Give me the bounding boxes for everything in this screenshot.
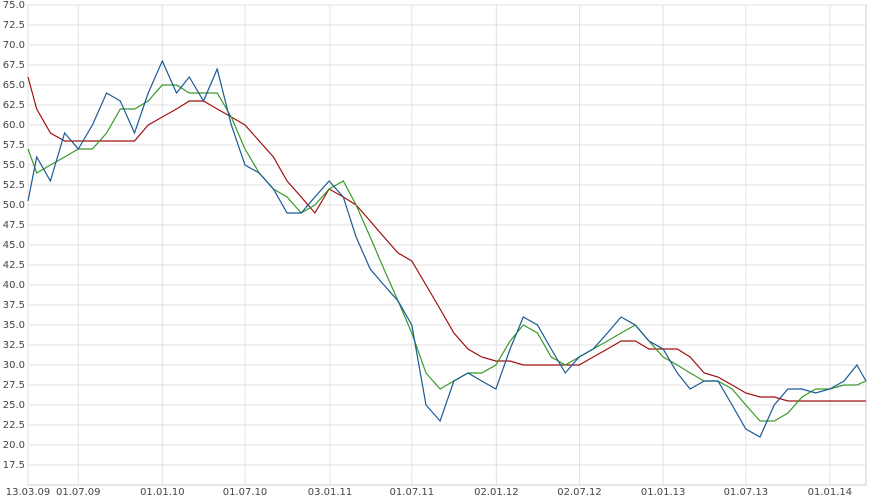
x-tick-label: 01.07.09	[56, 487, 101, 498]
y-tick-label: 45.0	[3, 240, 25, 251]
y-tick-label: 30.0	[3, 360, 25, 371]
y-tick-label: 72.5	[3, 20, 25, 31]
y-tick-label: 65.0	[3, 80, 25, 91]
x-tick-label: 02.01.12	[474, 487, 519, 498]
x-tick-label: 01.07.11	[390, 487, 435, 498]
y-tick-label: 20.0	[3, 440, 25, 451]
x-tick-label: 13.03.09	[6, 487, 51, 498]
y-tick-label: 25.0	[3, 400, 25, 411]
y-tick-label: 27.5	[3, 380, 25, 391]
x-tick-label: 01.07.10	[223, 487, 268, 498]
y-tick-label: 32.5	[3, 340, 25, 351]
y-tick-label: 42.5	[3, 260, 25, 271]
x-tick-label: 01.01.10	[140, 487, 185, 498]
x-tick-label: 03.01.11	[308, 487, 353, 498]
x-tick-label: 01.01.14	[808, 487, 853, 498]
x-tick-label: 02.07.12	[557, 487, 602, 498]
y-tick-label: 60.0	[3, 120, 25, 131]
series-line	[27, 76, 866, 402]
y-tick-label: 35.0	[3, 320, 25, 331]
series-line	[27, 59, 867, 438]
y-tick-label: 55.0	[3, 160, 25, 171]
y-tick-label: 75.0	[3, 0, 25, 11]
y-tick-label: 22.5	[3, 420, 25, 431]
x-tick-label: 01.01.13	[641, 487, 686, 498]
x-tick-label: 01.07.13	[724, 487, 769, 498]
y-tick-label: 70.0	[3, 40, 25, 51]
y-tick-label: 47.5	[3, 220, 25, 231]
series-line	[27, 84, 867, 422]
y-tick-label: 57.5	[3, 140, 25, 151]
y-tick-label: 62.5	[3, 100, 25, 111]
y-tick-label: 40.0	[3, 280, 25, 291]
y-tick-label: 37.5	[3, 300, 25, 311]
y-tick-label: 50.0	[3, 200, 25, 211]
y-tick-label: 67.5	[3, 60, 25, 71]
y-tick-label: 17.5	[3, 460, 25, 471]
y-tick-label: 52.5	[3, 180, 25, 191]
